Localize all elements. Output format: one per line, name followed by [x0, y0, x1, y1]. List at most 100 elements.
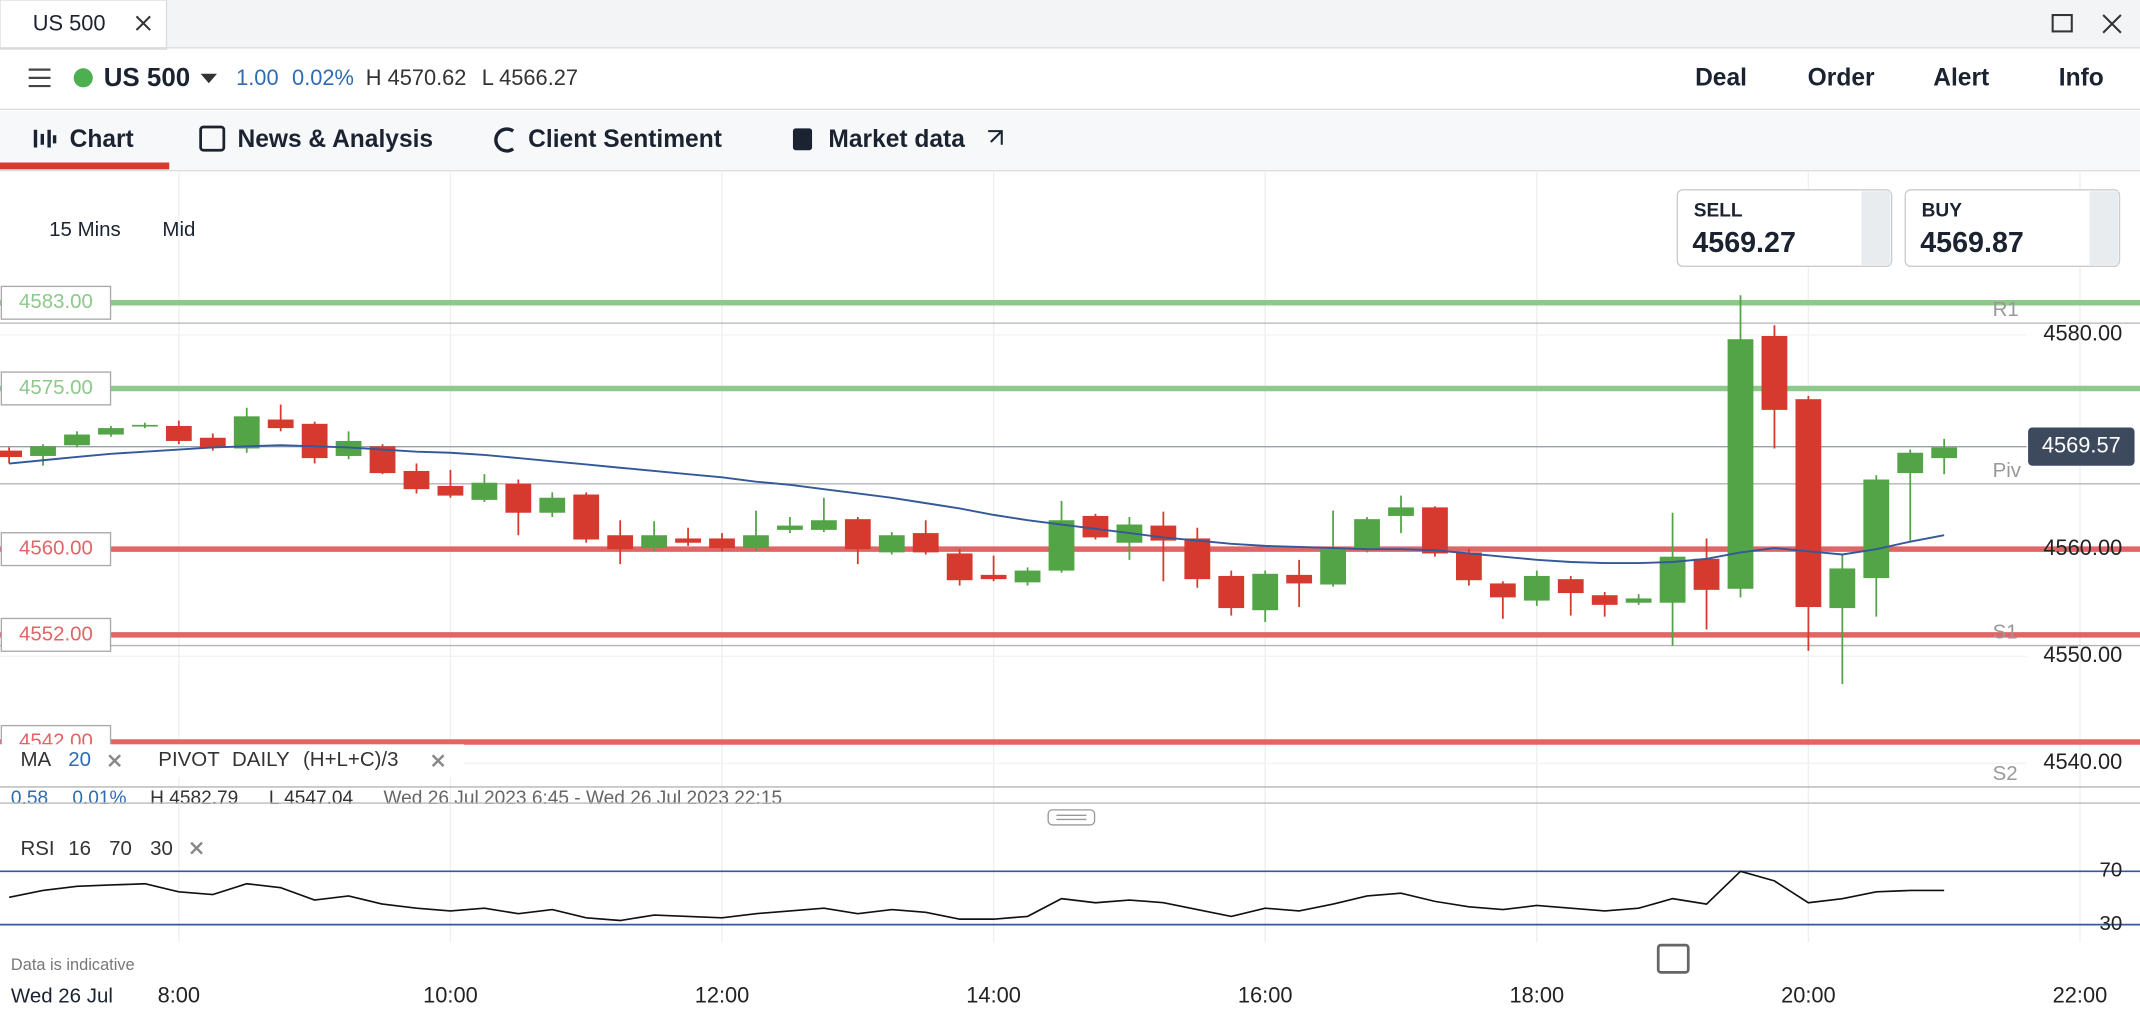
candle-body [403, 470, 430, 490]
candle-body [437, 485, 464, 496]
x-tick-label: 8:00 [158, 983, 200, 1008]
last-price-tag [2028, 427, 2135, 466]
candle-body [980, 574, 1007, 580]
nav-tab[interactable]: Market data [828, 126, 965, 153]
candle-body [1354, 519, 1380, 550]
candle-body [0, 450, 22, 458]
rsi-period: 16 [68, 837, 91, 860]
close-window[interactable] [2102, 14, 2122, 34]
nav-tab[interactable]: Chart [70, 126, 134, 153]
x-tick-label: 22:00 [2053, 983, 2108, 1008]
candle-body [743, 535, 769, 549]
candle-body [301, 423, 328, 459]
nav-tab[interactable]: Client Sentiment [528, 126, 722, 153]
candle-body [1795, 399, 1822, 608]
calendar-icon[interactable] [1656, 943, 1690, 974]
legend-bg [0, 744, 465, 778]
ma-label: MA [20, 748, 51, 771]
rsi-label: RSI [20, 837, 54, 860]
actions: Deal Order Alert Info [1695, 65, 2104, 92]
sell-button[interactable] [1676, 189, 1893, 267]
action-button[interactable]: Info [2059, 65, 2104, 92]
menu-icon[interactable] [28, 68, 51, 88]
nav-tabs [0, 110, 2140, 171]
candle-body [1422, 507, 1448, 554]
news-icon [199, 125, 226, 152]
rsi-panel: 30 70 [0, 859, 2140, 935]
candle-body [471, 482, 498, 500]
ma-line [9, 444, 1945, 565]
remove-ma[interactable] [108, 754, 121, 768]
pivot-label: PIVOT [158, 748, 220, 771]
level-tag[interactable] [0, 532, 112, 567]
pivot-label: Piv [1993, 459, 2022, 482]
x-tick-label: 10:00 [423, 983, 478, 1008]
candle-body [539, 497, 566, 513]
dropdown-caret[interactable] [200, 73, 218, 84]
candle-body [1761, 335, 1788, 410]
disclaimer: Data is indicative [11, 956, 135, 974]
candle-body [1184, 538, 1211, 580]
nav-tab[interactable]: News & Analysis [237, 126, 433, 153]
interval[interactable]: 15 Mins [49, 218, 121, 241]
candle-body [810, 520, 837, 530]
remove-pivot[interactable] [431, 754, 445, 768]
candle-body [675, 538, 701, 543]
sell-price: 4569.27 [1692, 227, 1796, 259]
action-button[interactable]: Order [1808, 65, 1875, 92]
summary-change: 0.58 [11, 788, 48, 809]
candle-body [1455, 552, 1482, 581]
level-tag[interactable] [0, 371, 112, 406]
buy-button[interactable] [1904, 189, 2121, 267]
candle-body [607, 535, 634, 550]
level-tag[interactable] [0, 285, 112, 320]
date-label: Wed 26 Jul [11, 984, 113, 1007]
close-tab[interactable] [135, 15, 151, 31]
buy-label: BUY [1922, 201, 1963, 222]
candle-body [1082, 515, 1109, 538]
remove-rsi[interactable] [190, 841, 203, 855]
x-tick-label: 14:00 [966, 983, 1021, 1008]
market-icon [792, 128, 813, 151]
action-button[interactable]: Deal [1695, 65, 1747, 92]
session-high: H 4570.62 [366, 65, 467, 90]
candle-body [30, 446, 56, 456]
pivot-formula: (H+L+C)/3 [303, 748, 399, 771]
rsi-upper: 70 [109, 837, 132, 860]
candle-body [573, 494, 600, 540]
candle-body [878, 535, 905, 553]
candle-body [1863, 479, 1890, 579]
price-type[interactable]: Mid [162, 218, 195, 241]
change: 1.00 [236, 65, 278, 90]
level-label: 4552.00 [19, 622, 93, 645]
action-button[interactable]: Alert [1933, 65, 1989, 92]
maximize[interactable] [2051, 13, 2073, 33]
y-tick-label: 4580.00 [2043, 321, 2122, 346]
rsi-tick-label: 30 [2099, 912, 2122, 935]
level-tag[interactable] [0, 617, 112, 652]
resize-handle[interactable] [1047, 809, 1096, 826]
rsi-line [8, 870, 1945, 922]
y-tick-label: 4540.00 [2043, 749, 2122, 774]
change-pct: 0.02% [292, 65, 354, 90]
candle-body [1286, 574, 1313, 584]
handle-grip [1056, 814, 1087, 821]
window-tab[interactable] [0, 0, 168, 50]
candle-body [912, 533, 939, 553]
rsi-lower: 30 [150, 837, 173, 860]
level-label: 4560.00 [19, 537, 93, 560]
candle-body [1591, 595, 1618, 605]
instrument[interactable]: US 500 [104, 64, 190, 92]
candle-body [64, 434, 90, 446]
candle-body [267, 419, 294, 429]
tab-title: US 500 [33, 10, 106, 35]
level-label: 4575.00 [19, 376, 93, 399]
tab-list: Chart News & Analysis Client Sentiment Mark… [70, 126, 966, 153]
candle-body [1659, 556, 1686, 603]
ma-period: 20 [68, 748, 91, 771]
buy-price: 4569.87 [1920, 227, 2024, 259]
x-tick-label: 16:00 [1238, 983, 1293, 1008]
pivot-label: R1 [1993, 298, 2019, 321]
candles [0, 295, 1958, 685]
